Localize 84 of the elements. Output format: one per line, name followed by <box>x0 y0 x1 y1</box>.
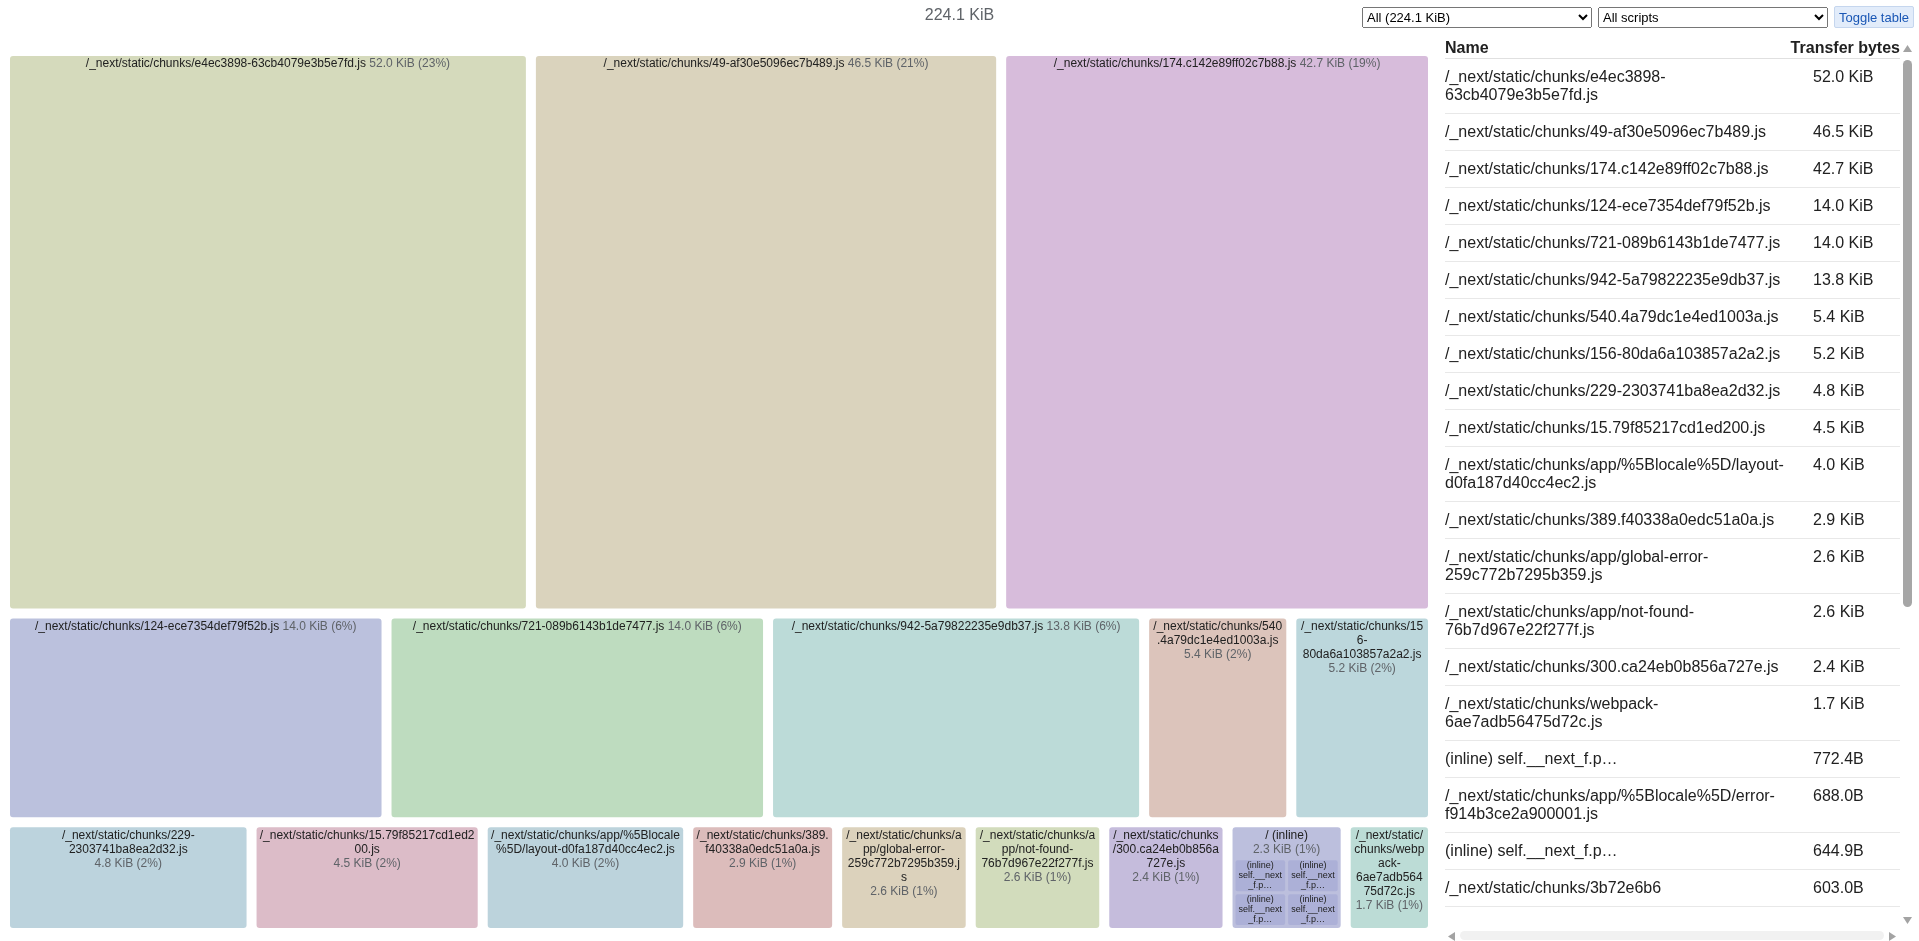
category-label: /_next/static/chunks/15.79f85217cd1ed200.js <box>259 827 475 856</box>
text: 644.9B <box>1813 842 1864 859</box>
data-label: 4.0 KiB (2%) <box>551 855 620 870</box>
category-label: /_next/static/chunks/540.4a79dc1e4ed1003a.js <box>1153 618 1283 647</box>
category-label: /_next/static/chunks/229-2303741ba8ea2d32.js <box>1445 382 1782 400</box>
category-label: (inline) self.__next_f.p… <box>1445 750 1619 768</box>
text: Name <box>1445 39 1489 57</box>
category-label: /_next/static/chunks/229-2303741ba8ea2d32.js <box>61 827 195 856</box>
text: 5.2 KiB <box>1813 345 1865 362</box>
text: 5.4 KiB <box>1813 308 1865 325</box>
category-label: /_next/static/chunks/389.f40338a0edc51a0a.js <box>1445 511 1776 529</box>
category-label: /_next/static/chunks/app/global-error-259c772b7295b359.js <box>846 827 962 884</box>
category-label: /_next/static/chunks/540.4a79dc1e4ed1003a.js <box>1445 308 1780 326</box>
category-label: /_next/static/chunks/156-80da6a103857a2a2.js <box>1445 345 1782 363</box>
data-label: 14.0 KiB (6%) <box>667 618 742 633</box>
text: 2.6 KiB <box>1813 603 1865 620</box>
category-label: /_next/static/chunks/49-af30e5096ec7b489.js <box>1445 123 1768 141</box>
text: 4.0 KiB <box>1813 456 1865 473</box>
category-label: /_next/static/chunks/app/not-found-76b7d967e22f277f.js <box>1445 603 1696 639</box>
category-label: /_next/static/chunks/174.c142e89ff02c7b88.js <box>1445 160 1770 178</box>
category-label: /_next/static/chunks/721-089b6143b1de7477.js <box>412 618 665 633</box>
text: 2.4 KiB <box>1813 658 1865 675</box>
category-label: /_next/static/chunks/webpack-6ae7adb56475d72c.js <box>1445 695 1660 731</box>
text: 4.5 KiB <box>1813 419 1865 436</box>
category-label: /_next/static/chunks/124-ece7354def79f52b.js <box>35 618 280 633</box>
category-label: /_next/static/chunks/174.c142e89ff02c7b88.js <box>1053 56 1297 71</box>
text: All (224.1 KiB) <box>1362 7 1592 28</box>
category-label: /_next/static/chunks/3b72e6b6 <box>1445 879 1663 897</box>
category-label: (inline) self.__next_f.p… <box>1445 842 1619 860</box>
text: (inline) self.__next_f.p… <box>1291 894 1335 925</box>
text: 224.1 KiB <box>924 6 995 23</box>
data-label: 4.5 KiB (2%) <box>333 855 401 870</box>
data-label: 52.0 KiB (23%) <box>369 56 451 71</box>
data-label: 2.6 KiB (1%) <box>1003 869 1072 884</box>
category-label: /_next/static/chunks/app/global-error-259c772b7295b359.js <box>1445 548 1710 584</box>
text: 2.6 KiB <box>1813 548 1865 565</box>
text: 1.7 KiB <box>1813 695 1865 712</box>
category-label: /_next/static/chunks/300.ca24eb0b856a727e.js <box>1445 658 1780 676</box>
category-label: /_next/static/chunks/942-5a79822235e9db37.js <box>791 618 1044 633</box>
category-label: /_next/static/chunks/156-80da6a103857a2a2.js <box>1301 618 1424 661</box>
category-label: /_next/static/chunks/app/%5Blocale%5D/layout-d0fa187d40cc4ec2.js <box>1445 456 1785 492</box>
data-label: 5.4 KiB (2%) <box>1184 646 1252 661</box>
category-label: /_next/static/chunks/389.f40338a0edc51a0a.js <box>696 827 829 856</box>
text: 2.9 KiB <box>1813 511 1865 528</box>
data-label: 42.7 KiB (19%) <box>1299 56 1381 71</box>
category-label: /_next/static/chunks/e4ec3898-63cb4079e3b5e7fd.js <box>85 56 367 71</box>
category-label: /_next/static/chunks/942-5a79822235e9db37.js <box>1445 271 1782 289</box>
text: 772.4B <box>1813 750 1864 767</box>
text: 4.8 KiB <box>1813 382 1865 399</box>
text: 14.0 KiB <box>1813 234 1874 251</box>
category-label: /_next/static/chunks/app/not-found-76b7d967e22f277f.js <box>979 827 1096 870</box>
text: 46.5 KiB <box>1813 123 1874 140</box>
text: All scripts <box>1598 7 1828 28</box>
text: (inline) self.__next_f.p… <box>1238 860 1283 891</box>
category-label: /_next/static/chunks/49-af30e5096ec7b489.js <box>603 56 845 71</box>
category-label: / (inline) <box>1265 827 1308 842</box>
text: 13.8 KiB <box>1813 271 1874 288</box>
data-label: 2.3 KiB (1%) <box>1252 841 1321 856</box>
data-label: 14.0 KiB (6%) <box>282 618 357 633</box>
data-label: 5.2 KiB (2%) <box>1328 660 1396 675</box>
data-label: 2.4 KiB (1%) <box>1132 869 1200 884</box>
text: (inline) self.__next_f.p… <box>1238 894 1283 925</box>
text: Toggle table <box>1834 6 1914 28</box>
data-label: 46.5 KiB (21%) <box>847 56 929 71</box>
text: 42.7 KiB <box>1813 160 1874 177</box>
text: 14.0 KiB <box>1813 197 1874 214</box>
category-label: /_next/static/chunks/124-ece7354def79f52b.js <box>1445 197 1772 215</box>
data-label: 4.8 KiB (2%) <box>94 855 162 870</box>
category-label: /_next/static/chunks/e4ec3898-63cb4079e3b5e7fd.js <box>1445 68 1667 104</box>
category-label: /_next/static/chunks/300.ca24eb0b856a727e.js <box>1112 827 1220 870</box>
data-label: 2.9 KiB (1%) <box>728 855 797 870</box>
category-label: /_next/static/chunks/721-089b6143b1de7477.js <box>1445 234 1782 252</box>
category-label: /_next/static/chunks/app/%5Blocale%5D/layout-d0fa187d40cc4ec2.js <box>491 827 681 856</box>
data-label: 13.8 KiB (6%) <box>1046 618 1121 633</box>
text: 603.0B <box>1813 879 1864 896</box>
text: 52.0 KiB <box>1813 68 1874 85</box>
data-label: 2.6 KiB (1%) <box>870 883 938 898</box>
text: Transfer bytes <box>1790 39 1900 57</box>
category-label: /_next/static/chunks/webpack-6ae7adb56475d72c.js <box>1354 827 1425 898</box>
text: 688.0B <box>1813 787 1864 804</box>
data-label: 1.7 KiB (1%) <box>1355 897 1424 912</box>
category-label: /_next/static/chunks/15.79f85217cd1ed200.js <box>1445 419 1767 437</box>
category-label: /_next/static/chunks/app/%5Blocale%5D/error-f914b3ce2a900001.js <box>1445 787 1776 823</box>
text: (inline) self.__next_f.p… <box>1291 860 1335 891</box>
